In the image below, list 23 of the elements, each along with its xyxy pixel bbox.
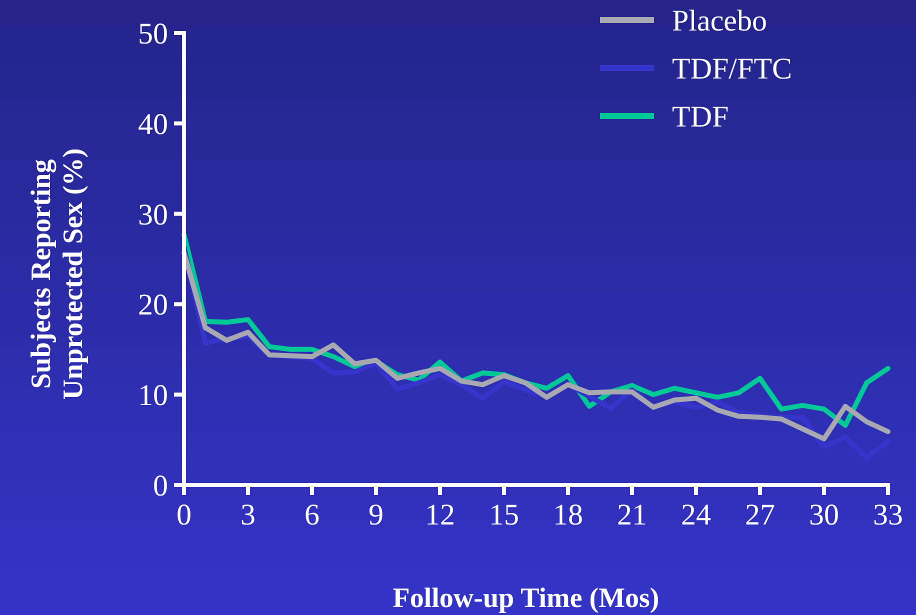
x-tick-label: 30 xyxy=(809,498,839,532)
x-tick-label: 0 xyxy=(176,498,192,532)
x-tick-label: 3 xyxy=(240,498,256,532)
y-tick-label: 50 xyxy=(138,18,168,50)
x-axis-title: Follow-up Time (Mos) xyxy=(392,583,660,614)
legend-label: TDF/FTC xyxy=(672,52,792,86)
y-tick-label: 30 xyxy=(138,198,168,232)
y-tick-label: 40 xyxy=(138,108,168,141)
x-tick-label: 27 xyxy=(745,498,775,532)
x-tick-label: 6 xyxy=(304,498,320,532)
legend-label: TDF xyxy=(672,100,729,134)
x-tick-label: 18 xyxy=(553,498,583,532)
x-tick-label: 24 xyxy=(681,498,711,532)
x-tick-label: 15 xyxy=(489,498,519,532)
x-tick-label: 12 xyxy=(425,498,455,532)
legend-label: Placebo xyxy=(672,4,767,38)
y-tick-label: 20 xyxy=(138,288,168,322)
x-tick-label: 9 xyxy=(368,498,384,532)
x-tick-label: 33 xyxy=(873,498,903,532)
y-axis-title: Subjects Reporting Unprotected Sex (%) xyxy=(26,148,89,400)
y-tick-label: 0 xyxy=(153,470,168,502)
x-tick-label: 21 xyxy=(617,498,647,532)
y-tick-label: 10 xyxy=(138,379,168,412)
